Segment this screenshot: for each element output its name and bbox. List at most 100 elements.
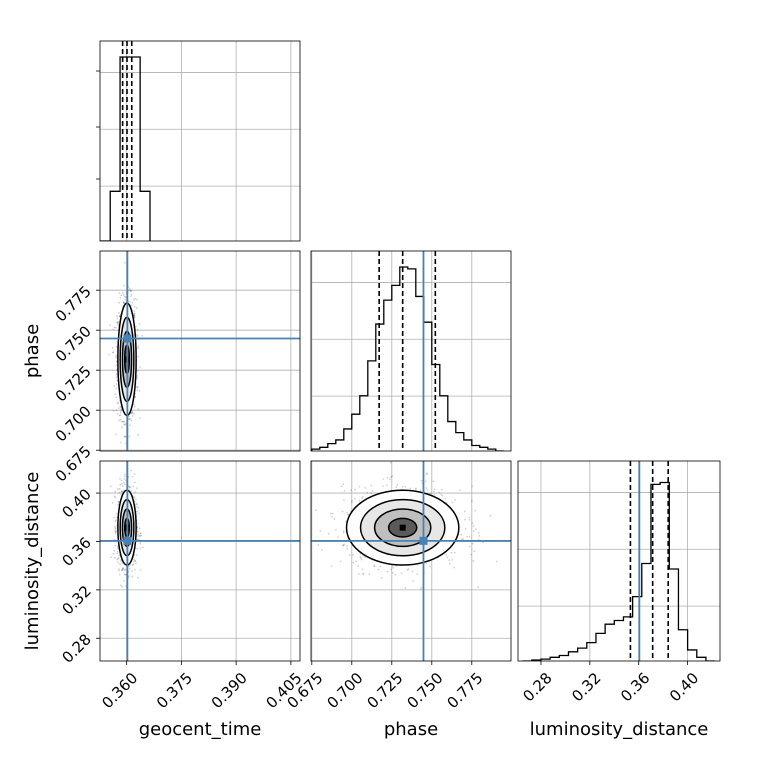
scatter-point [123,475,126,478]
scatter-point [129,289,131,292]
scatter-point [395,486,398,488]
scatter-point [406,569,409,572]
scatter-point [118,315,121,318]
scatter-point [139,366,142,369]
scatter-point [119,559,122,562]
scatter-point [133,314,136,317]
scatter-point [124,479,127,482]
scatter-point [136,389,139,391]
scatter-point [119,477,121,480]
scatter-point [133,310,136,313]
scatter-point [130,411,133,414]
scatter-point [358,499,361,502]
scatter-point [380,577,383,579]
scatter-point [121,585,123,588]
scatter-point [141,334,144,337]
y-tick-label: 0.40 [58,485,94,521]
scatter-point [124,261,126,264]
scatter-point [136,335,139,338]
scatter-point [140,534,143,537]
scatter-point [122,301,125,304]
scatter-point [358,485,361,488]
scatter-point [112,351,114,354]
scatter-point [118,491,121,494]
scatter-point [495,560,498,563]
scatter-point [114,496,117,499]
scatter-point [139,569,142,571]
scatter-point [460,533,463,536]
scatter-point [131,563,134,566]
scatter-point [125,296,127,299]
scatter-point [128,288,131,290]
scatter-point [342,530,345,532]
scatter-point [441,495,444,497]
scatter-point [117,503,120,506]
scatter-point [108,353,110,356]
scatter-point [115,364,118,367]
panel-frame [99,40,301,242]
scatter-point [371,490,374,492]
scatter-point [123,301,125,304]
scatter-point [134,395,137,398]
truth-marker [123,536,132,545]
x-axis-title-phase: phase [384,719,438,740]
scatter-point [115,433,118,436]
scatter-point [121,490,123,493]
x-axis-title-luminosity_distance: luminosity_distance [530,719,709,740]
scatter-point [131,410,134,413]
scatter-point [122,567,125,570]
scatter-point [116,379,119,382]
scatter-point [425,473,428,476]
y-tick-label: 0.725 [52,362,95,405]
scatter-point [136,535,139,537]
scatter-point [128,485,130,488]
scatter-point [528,545,530,547]
scatter-point [401,485,404,488]
scatter-point [429,565,432,568]
scatter-point [351,499,353,502]
scatter-point [114,490,117,493]
scatter-point [327,532,330,535]
scatter-point [123,573,126,576]
y-tick-label: 0.750 [52,322,95,365]
x-tick-label: 0.775 [443,669,486,712]
scatter-point [137,345,140,347]
scatter-point [119,296,122,299]
scatter-point [116,321,119,324]
scatter-point [377,568,380,571]
scatter-point [136,510,139,512]
scatter-point [343,489,346,492]
x-tick-label: 0.40 [666,669,702,705]
scatter-point [132,312,135,315]
scatter-point [116,550,119,553]
scatter-point [342,531,345,534]
scatter-point [137,386,139,389]
scatter-point [124,483,126,486]
scatter-point [433,488,436,491]
scatter-point [117,561,120,564]
scatter-point [350,501,353,504]
scatter-point [366,491,369,494]
scatter-point [139,547,142,549]
panel-frame [310,460,512,662]
scatter-point [347,513,350,516]
scatter-point [321,549,323,551]
scatter-point [117,323,120,326]
x-tick-label: 0.700 [323,669,366,712]
scatter-point [339,560,342,563]
scatter-point [130,419,133,422]
scatter-point [122,302,125,304]
scatter-point [118,301,120,304]
scatter-point [119,563,121,565]
scatter-point [432,490,435,493]
scatter-point [123,435,126,438]
scatter-point [462,538,464,540]
x-tick-label: 0.390 [208,669,251,712]
scatter-point [129,300,131,303]
scatter-point [136,328,139,331]
scatter-point [116,512,118,515]
scatter-point [139,532,142,535]
scatter-point [118,292,121,295]
scatter-point [136,503,138,506]
scatter-point [128,435,131,438]
